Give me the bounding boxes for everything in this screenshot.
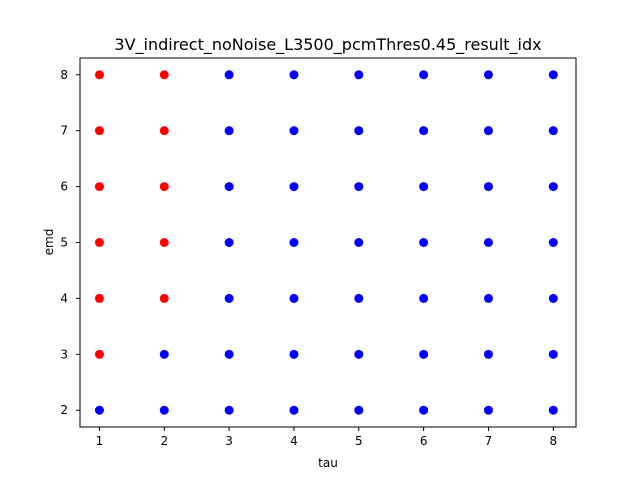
x-tick-label: 4 [290,434,298,448]
data-point [94,293,104,303]
data-point [548,126,558,136]
data-point [94,126,104,136]
data-point [224,126,234,136]
data-point [159,349,169,359]
data-point [419,405,429,415]
data-point [289,349,299,359]
x-tick-label: 1 [96,434,104,448]
data-point [483,293,493,303]
data-point [159,70,169,80]
data-point [483,182,493,192]
data-point [159,126,169,136]
data-point [483,70,493,80]
y-tick-label: 6 [60,180,68,194]
data-point [483,349,493,359]
y-axis-ticks: 2 3 4 5 6 7 8 [60,68,80,417]
data-point [354,349,364,359]
data-point [548,349,558,359]
data-point [419,293,429,303]
data-point [159,182,169,192]
x-tick-label: 5 [355,434,363,448]
data-point [483,405,493,415]
y-tick-label: 7 [60,124,68,138]
y-tick-label: 4 [60,291,68,305]
data-point [289,70,299,80]
data-point [289,238,299,247]
x-tick-label: 2 [160,434,168,448]
data-point [94,349,104,359]
data-point [483,126,493,136]
y-tick-label: 8 [60,68,68,82]
data-point [94,405,104,415]
data-point [224,182,234,192]
data-point [419,70,429,80]
data-point [224,70,234,80]
data-point [419,126,429,136]
data-point [354,405,364,415]
data-point [419,349,429,359]
chart-title: 3V_indirect_noNoise_L3500_pcmThres0.45_r… [114,35,541,55]
data-point [224,349,234,359]
data-point [354,238,364,247]
data-point [289,293,299,303]
x-tick-label: 7 [485,434,493,448]
data-point [159,293,169,303]
y-tick-label: 3 [60,347,68,361]
x-axis-label: tau [318,456,338,470]
data-point [548,293,558,303]
y-tick-label: 5 [60,236,68,250]
x-tick-label: 3 [225,434,233,448]
y-tick-label: 2 [60,403,68,417]
data-point [419,182,429,192]
data-point [354,126,364,136]
data-point [224,405,234,415]
data-point [159,238,169,247]
data-point [289,126,299,136]
data-point [224,238,234,247]
y-axis-label: emd [42,229,56,256]
data-point [224,293,234,303]
data-point [548,70,558,80]
x-tick-label: 8 [549,434,557,448]
data-point [94,70,104,80]
data-point [483,238,493,247]
data-point [94,238,104,247]
data-point [354,70,364,80]
data-point [548,238,558,247]
data-point [548,182,558,192]
data-point [354,293,364,303]
data-point [289,405,299,415]
points-layer [94,70,558,415]
data-point [354,182,364,192]
data-point [159,405,169,415]
x-tick-label: 6 [420,434,428,448]
data-point [548,405,558,415]
data-point [289,182,299,192]
data-point [419,238,429,247]
data-point [94,182,104,192]
x-axis-ticks: 1 2 3 4 5 6 7 8 [96,427,557,448]
